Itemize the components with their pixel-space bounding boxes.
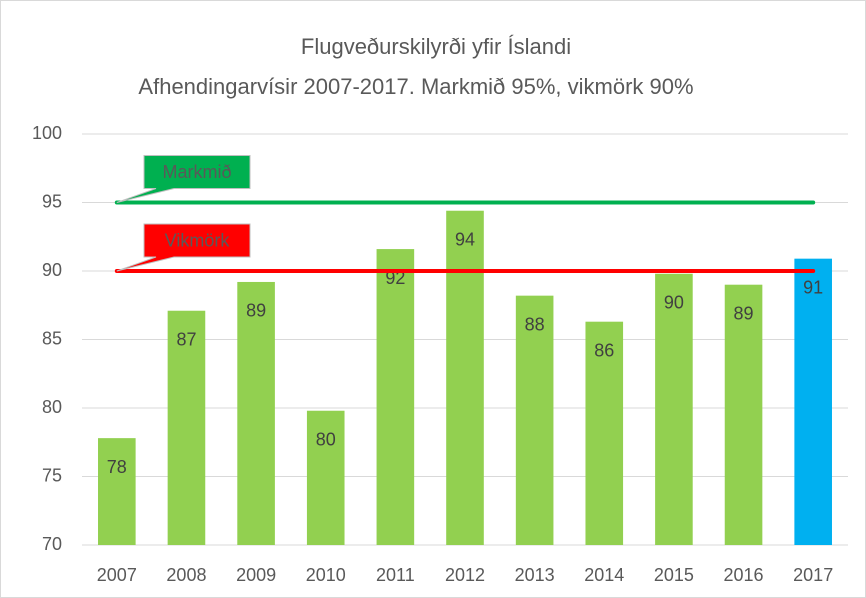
x-tick-label: 2016 (724, 565, 764, 585)
data-label: 86 (594, 340, 614, 360)
bar (724, 284, 763, 545)
x-tick-label: 2009 (236, 565, 276, 585)
callout (116, 223, 251, 272)
x-tick-label: 2017 (793, 565, 833, 585)
data-label: 89 (734, 303, 754, 323)
chart-subtitle: Afhendingarvísir 2007-2017. Markmið 95%,… (138, 74, 693, 99)
y-tick-label: 85 (42, 328, 62, 348)
bar (655, 273, 693, 545)
bar (794, 258, 832, 545)
y-tick-label: 100 (32, 123, 62, 143)
callout (116, 155, 251, 203)
y-tick-label: 95 (42, 191, 62, 211)
x-tick-label: 2007 (97, 565, 137, 585)
y-tick-label: 80 (42, 397, 62, 417)
y-tick-label: 90 (42, 260, 62, 280)
data-label: 89 (246, 301, 266, 321)
bar (515, 295, 554, 545)
data-label: 80 (316, 429, 336, 449)
callout-label: Vikmörk (165, 230, 231, 250)
x-tick-label: 2015 (654, 565, 694, 585)
data-label: 94 (455, 229, 475, 249)
data-label: 91 (803, 277, 823, 297)
callout-label: Markmið (162, 162, 231, 182)
x-tick-label: 2013 (515, 565, 555, 585)
bar (237, 281, 275, 545)
bar (585, 321, 624, 545)
bar (446, 210, 484, 545)
x-tick-label: 2011 (376, 565, 415, 585)
y-tick-label: 70 (42, 534, 62, 554)
x-tick-label: 2014 (584, 565, 624, 585)
bar (167, 310, 206, 545)
y-tick-label: 75 (42, 465, 62, 485)
bar (306, 410, 345, 545)
x-tick-label: 2012 (445, 565, 485, 585)
bar (376, 249, 415, 545)
bar (98, 438, 136, 545)
data-label: 87 (176, 329, 196, 349)
chart-title: Flugveðurskilyrði yfir Íslandi (301, 34, 571, 59)
x-tick-label: 2010 (306, 565, 346, 585)
x-tick-label: 2008 (166, 565, 206, 585)
data-label: 78 (107, 457, 127, 477)
data-label: 88 (525, 314, 545, 334)
data-label: 90 (664, 292, 684, 312)
